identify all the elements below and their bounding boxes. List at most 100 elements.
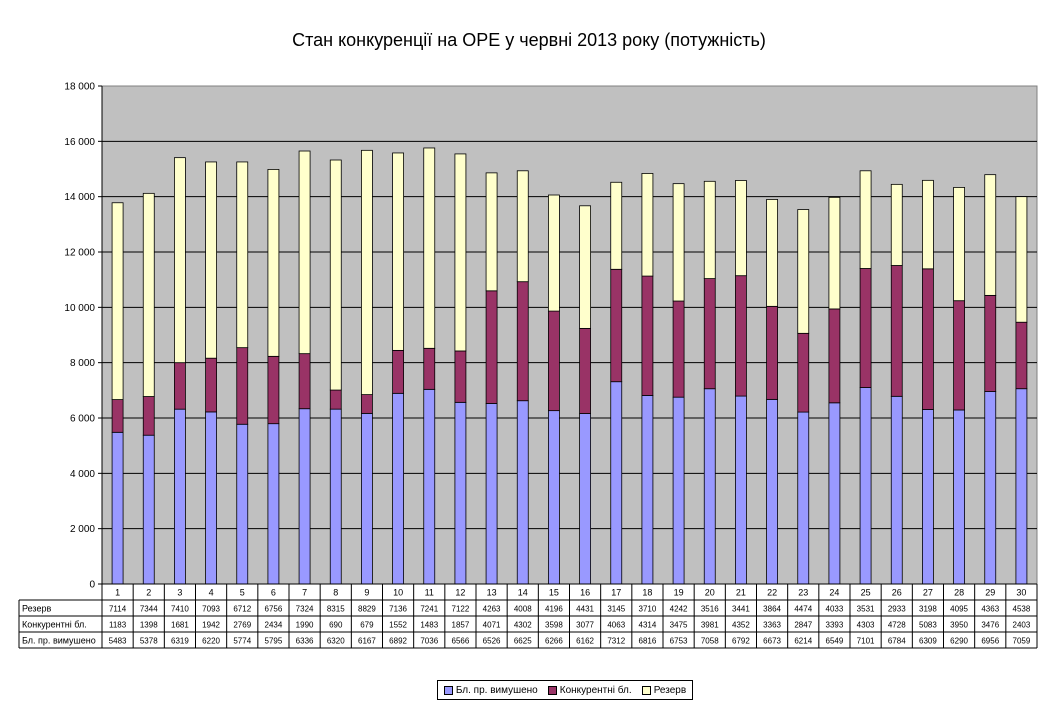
- bar-segment: [174, 408, 186, 585]
- bar-segment: [361, 394, 373, 414]
- table-value: 4314: [639, 621, 657, 630]
- legend-label: Резерв: [653, 684, 687, 696]
- bar-segment: [298, 150, 311, 355]
- bar-segment: [174, 157, 186, 364]
- x-category-label: 10: [393, 588, 403, 598]
- table-row-label: Конкурентні бл.: [22, 620, 87, 630]
- bar-segment: [984, 174, 997, 296]
- bar-segment: [890, 265, 903, 397]
- bar-segment: [267, 423, 280, 585]
- table-value: 2403: [1013, 621, 1031, 630]
- table-value: 6309: [919, 637, 937, 646]
- legend-item: Бл. пр. вимушено: [443, 685, 538, 696]
- table-value: 1483: [420, 621, 438, 630]
- x-category-label: 8: [333, 588, 338, 598]
- bar-segment: [859, 268, 872, 388]
- table-value: 4302: [514, 621, 532, 630]
- table-value: 6290: [950, 637, 968, 646]
- table-value: 8315: [327, 605, 345, 614]
- x-category-label: 3: [177, 588, 182, 598]
- bar-segment: [672, 183, 685, 302]
- x-category-label: 14: [518, 588, 528, 598]
- x-category-label: 15: [549, 588, 559, 598]
- bar-segment: [922, 268, 934, 410]
- table-value: 1857: [452, 621, 470, 630]
- bar-segment: [142, 192, 155, 397]
- bar-segment: [735, 180, 747, 277]
- bar-segment: [516, 400, 529, 585]
- bar-segment: [1015, 196, 1028, 323]
- bar-segment: [516, 281, 529, 402]
- x-category-label: 23: [798, 588, 808, 598]
- table-value: 7324: [296, 605, 314, 614]
- bar-segment: [111, 202, 124, 400]
- bar-segment: [641, 395, 654, 585]
- x-category-label: 28: [954, 588, 964, 598]
- bar-segment: [267, 169, 280, 357]
- table-value: 4538: [1013, 605, 1031, 614]
- y-tick-label: 4 000: [70, 469, 95, 480]
- table-value: 2434: [265, 621, 283, 630]
- table-value: 1398: [140, 621, 158, 630]
- bar-segment: [735, 275, 747, 397]
- table-value: 6167: [358, 637, 376, 646]
- table-value: 5083: [919, 621, 937, 630]
- table-value: 7059: [1013, 637, 1031, 646]
- table-value: 4303: [857, 621, 875, 630]
- y-tick-label: 6 000: [70, 414, 95, 425]
- table-value: 6753: [670, 637, 688, 646]
- table-value: 6266: [545, 637, 563, 646]
- bar-segment: [485, 172, 498, 292]
- table-value: 4008: [514, 605, 532, 614]
- table-row-label: Бл. пр. вимушено: [22, 636, 96, 646]
- table-value: 6566: [452, 637, 470, 646]
- bar-segment: [423, 388, 436, 585]
- table-value: 1942: [202, 621, 220, 630]
- table-value: 3516: [701, 605, 719, 614]
- x-category-label: 26: [892, 588, 902, 598]
- bar-segment: [174, 362, 186, 410]
- bar-segment: [610, 381, 623, 585]
- bar-segment: [485, 290, 498, 404]
- bar-segment: [672, 396, 685, 585]
- x-category-label: 12: [455, 588, 465, 598]
- bar-segment: [828, 402, 841, 585]
- bar-segment: [548, 310, 560, 412]
- x-category-label: 16: [580, 588, 590, 598]
- table-value: 3476: [981, 621, 999, 630]
- table-value: 3363: [763, 621, 781, 630]
- bar-segment: [548, 194, 560, 312]
- table-value: 6673: [763, 637, 781, 646]
- legend-swatch: [641, 685, 651, 695]
- bar-segment: [329, 408, 342, 585]
- y-tick-label: 18 000: [64, 82, 95, 93]
- bar-segment: [984, 294, 997, 392]
- table-value: 6784: [888, 637, 906, 646]
- bar-segment: [766, 305, 778, 400]
- table-value: 3950: [950, 621, 968, 630]
- table-value: 4196: [545, 605, 563, 614]
- table-value: 6892: [389, 637, 407, 646]
- bar-segment: [579, 413, 591, 585]
- bar-segment: [1015, 388, 1028, 585]
- table-value: 3864: [763, 605, 781, 614]
- bar-segment: [516, 170, 529, 283]
- table-row-label: Резерв: [22, 604, 51, 614]
- x-category-label: 30: [1016, 588, 1026, 598]
- x-category-label: 22: [767, 588, 777, 598]
- bar-segment: [579, 327, 591, 414]
- table-value: 690: [329, 621, 343, 630]
- table-value: 679: [360, 621, 374, 630]
- bar-segment: [361, 149, 373, 395]
- chart-title: Стан конкуренції на ОРЕ у червні 2013 ро…: [292, 30, 766, 50]
- bar-segment: [329, 389, 342, 410]
- table-value: 1552: [389, 621, 407, 630]
- bar-segment: [797, 411, 810, 585]
- table-value: 6336: [296, 637, 314, 646]
- bar-segment: [111, 431, 124, 585]
- bar-segment: [392, 392, 404, 585]
- table-value: 4095: [950, 605, 968, 614]
- table-value: 3710: [639, 605, 657, 614]
- bar-segment: [766, 398, 778, 585]
